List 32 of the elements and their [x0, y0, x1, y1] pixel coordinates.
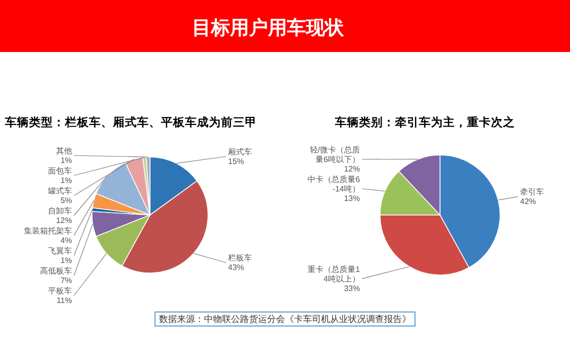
- slice-label: 轻/微卡（总质量6吨以下）: [310, 146, 360, 164]
- slice-label: 集装箱托架车: [24, 226, 72, 236]
- chart-title: 目标用户用车现状: [192, 17, 345, 39]
- data-label: 43%: [228, 263, 244, 272]
- data-label: 11%: [56, 296, 72, 306]
- data-label: 5%: [60, 196, 72, 206]
- slice-label: 牵引车: [520, 188, 544, 197]
- slice-label: 平板车: [48, 286, 72, 296]
- data-label: 4%: [60, 236, 72, 246]
- slice-label: 自卸车: [48, 206, 72, 216]
- slice-label: 重卡（总质量14吨以上）: [308, 265, 361, 284]
- chart-subtitle: 车辆类型：栏板车、厢式车、平板车成为前三甲: [4, 115, 257, 129]
- data-label: 12%: [56, 216, 72, 226]
- data-label: 7%: [60, 276, 72, 286]
- slice-label: 栏板车: [227, 254, 252, 263]
- data-label: 1%: [60, 156, 72, 166]
- data-label: 42%: [520, 197, 536, 206]
- data-label: 1%: [60, 176, 72, 186]
- source-note: 数据来源：中物联公路货运分会《卡车司机从业状况调查报告》: [159, 314, 411, 324]
- slice-label: 中卡（总质量6-14吨）: [308, 175, 361, 194]
- data-label: 12%: [344, 164, 360, 174]
- slice-label: 罐式车: [48, 186, 72, 196]
- slice-label: 其他: [56, 146, 72, 156]
- data-label: 15%: [228, 157, 244, 166]
- slice-label: 厢式车: [228, 148, 252, 157]
- chart-title: 车辆类别：牵引车为主，重卡次之: [334, 115, 515, 129]
- data-label: 33%: [344, 284, 360, 294]
- data-label: 1%: [60, 256, 72, 266]
- data-label: 13%: [344, 194, 360, 204]
- slice-label: 飞翼车: [48, 246, 72, 256]
- slice-label: 面包车: [48, 166, 72, 176]
- slice-label: 高低板车: [40, 266, 72, 276]
